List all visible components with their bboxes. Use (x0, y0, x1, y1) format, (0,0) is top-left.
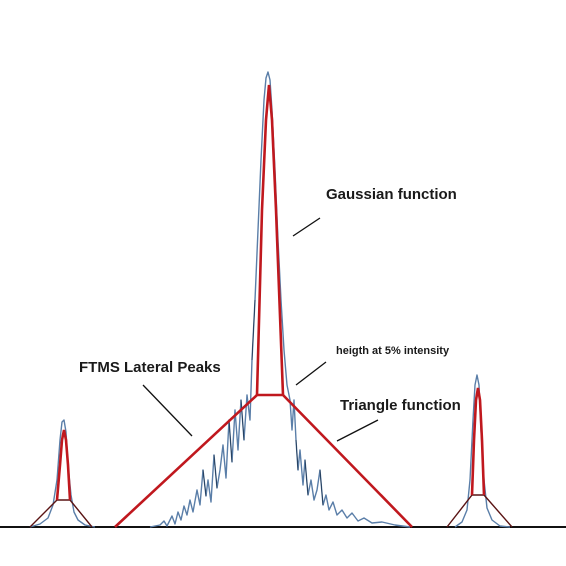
label-ftms-lateral-peaks: FTMS Lateral Peaks (79, 359, 221, 376)
triangle-function-right (446, 494, 513, 528)
pointer-lateral-peaks (142, 384, 193, 437)
gaussian-function-main (255, 84, 285, 396)
pointer-triangle (336, 419, 379, 442)
pointer-height-5pct (295, 361, 327, 386)
spectrum-trace-right (454, 374, 511, 528)
pointer-gaussian (292, 217, 321, 237)
triangle-function-main (114, 393, 413, 528)
spectrum-trace-left (29, 419, 96, 528)
label-gaussian-function: Gaussian function (326, 186, 457, 203)
triangle-function-left (29, 499, 93, 528)
gaussian-function-left (55, 429, 72, 501)
spectrum-trace-main (149, 71, 411, 528)
label-triangle-function: Triangle function (340, 397, 461, 414)
gaussian-function-right (470, 387, 486, 496)
label-height-5pct: heigth at 5% intensity (336, 345, 450, 357)
spectrum-trace-shadow (202, 299, 324, 506)
